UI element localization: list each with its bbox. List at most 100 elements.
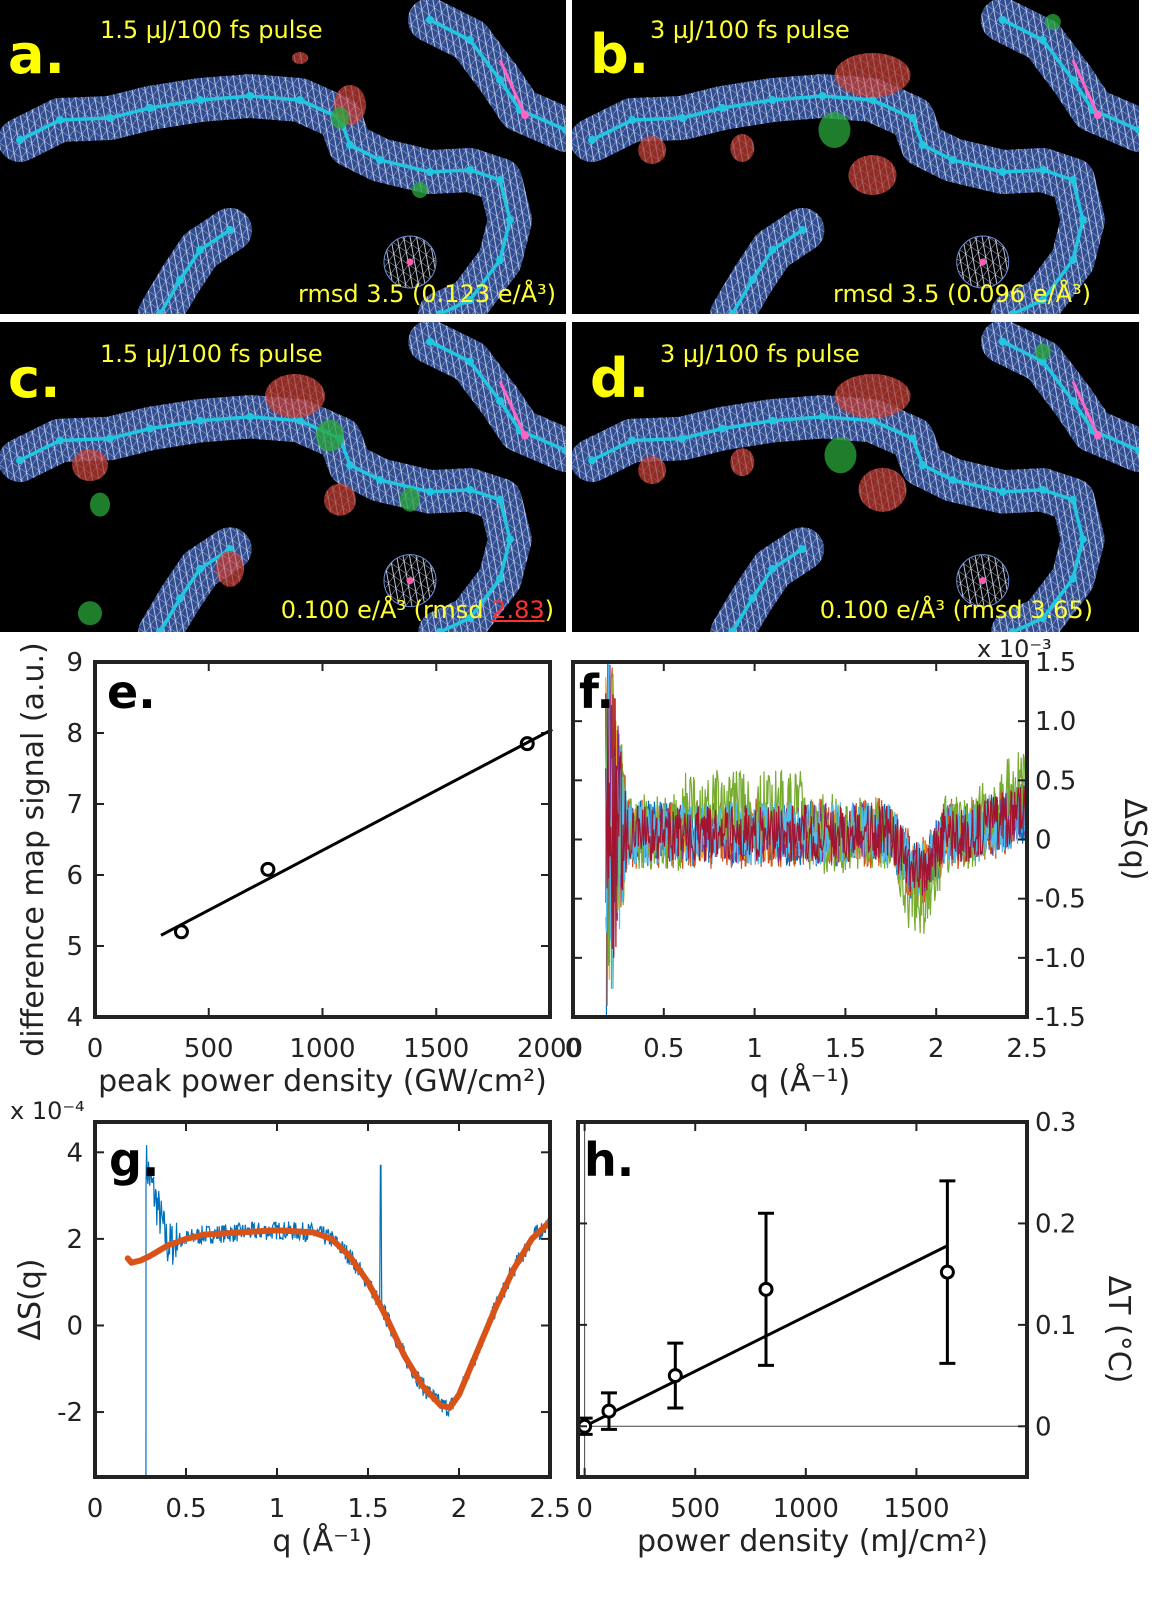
chart-e: 0 500 1000 1500 2000 4 5 6 7 8 9 e. peak power densi… [16, 642, 583, 1099]
x-tick-label: 0 [565, 1034, 582, 1064]
atom [998, 16, 1007, 24]
x-tick-label: 1500 [403, 1034, 469, 1064]
positive-density [412, 182, 428, 198]
negative-density-mesh [834, 53, 911, 97]
atom [1038, 296, 1047, 304]
y-axis-label: ΔS(q) [1117, 798, 1152, 880]
atom [246, 412, 254, 421]
x-axis-label: q (Å⁻¹) [272, 1523, 372, 1559]
atom [1135, 126, 1139, 134]
atom [226, 226, 234, 234]
atom [346, 461, 354, 470]
caption-text-end: ) [544, 596, 554, 624]
backbone-bond [730, 547, 804, 632]
atom [768, 96, 777, 104]
x-tick-label: 1.5 [825, 1034, 866, 1064]
atom [146, 104, 154, 112]
plot-frame [93, 1120, 552, 1479]
y-tick-label: 4 [66, 1003, 83, 1033]
map-panel-c: c. 1.5 µJ/100 fs pulse 0.100 e/Å³ (rmsd … [0, 322, 566, 632]
y-axis-label: difference map signal (a.u.) [16, 642, 51, 1056]
data-point [667, 1368, 683, 1384]
atom [908, 434, 917, 443]
x-tick-label: 2.5 [529, 1494, 570, 1524]
x-tick-label: 0.5 [643, 1034, 684, 1064]
data-point [601, 1403, 617, 1419]
y-tick-label: 9 [66, 648, 83, 678]
backbone-bond [158, 228, 231, 314]
atom [426, 487, 434, 496]
panel-letter: d. [590, 347, 650, 410]
positive-density [78, 601, 102, 626]
x-tick-label: 2000 [517, 1034, 583, 1064]
x-tick-label: 500 [184, 1034, 234, 1064]
atom [466, 36, 474, 44]
atom [948, 475, 957, 484]
panel-letter: g. [109, 1133, 159, 1187]
y-tick-label: 0.3 [1035, 1108, 1076, 1138]
y-tick-label: -1.0 [1035, 944, 1086, 974]
atom [798, 226, 807, 234]
series-group [124, 1145, 550, 1477]
positive-density [818, 112, 851, 148]
map-caption: 0.100 e/Å³ (rmsd 2.83) [281, 596, 554, 624]
atom [426, 16, 434, 24]
atom [818, 412, 827, 421]
water-atom [979, 577, 987, 585]
positive-density [1044, 14, 1061, 30]
atom [768, 564, 777, 573]
atom [376, 156, 384, 164]
atom [466, 614, 474, 623]
atom [678, 434, 687, 443]
y-tick-label: -1.5 [1035, 1003, 1086, 1033]
atom [496, 256, 504, 264]
side-chain-atom [1093, 431, 1102, 440]
atom [496, 396, 504, 405]
scale-label: x 10⁻⁴ [10, 1097, 85, 1125]
caption-red: 2.83 [491, 596, 545, 624]
atom [1068, 495, 1077, 504]
x-tick-label: 2 [451, 1494, 468, 1524]
x-axis-label: power density (mJ/cm²) [637, 1524, 988, 1559]
positive-density [1034, 343, 1051, 360]
atom [868, 416, 877, 425]
negative-density-mesh [216, 550, 244, 587]
atom [678, 114, 687, 122]
atom [728, 310, 737, 314]
x-tick-label: 1000 [773, 1494, 839, 1524]
difference-curve [605, 694, 1027, 958]
panel-letter: e. [107, 665, 156, 719]
atom [496, 495, 504, 504]
atom [466, 166, 474, 174]
atom [748, 276, 757, 284]
y-tick-label: 0 [1035, 826, 1052, 856]
y-axis-label: ΔT (°C) [1101, 1276, 1136, 1384]
side-chain-bond [498, 380, 527, 437]
atom [728, 628, 737, 632]
plot-frame [571, 660, 1029, 1019]
y-tick-label: 0.1 [1035, 1311, 1076, 1341]
side-chain-bond [1071, 380, 1100, 437]
atom [176, 276, 184, 284]
y-tick-label: 6 [66, 861, 83, 891]
x-tick-label: 2 [928, 1034, 945, 1064]
chart-g: 0 0.5 1 1.5 2 2.5 -2 0 2 4 g. x 10⁻⁴ q (Å⁻¹) ΔS(q) [10, 1097, 571, 1559]
atom [296, 416, 304, 425]
atom [156, 310, 164, 314]
atom [798, 545, 807, 554]
density-map-b [572, 0, 1139, 314]
x-axis-label: peak power density (GW/cm²) [98, 1064, 547, 1099]
map-caption: rmsd 3.5 (0.096 e/Å³) [833, 280, 1091, 308]
side-chain-bond [1071, 59, 1100, 116]
atom [106, 114, 114, 122]
fit-line [160, 728, 553, 937]
atom [466, 485, 474, 494]
positive-density [316, 419, 344, 452]
y-tick-label: 0.2 [1035, 1209, 1076, 1239]
y-tick-label: 0 [1035, 1412, 1052, 1442]
negative-density-mesh [292, 52, 308, 64]
y-tick-label: 0 [66, 1311, 83, 1341]
water-atom [406, 577, 414, 585]
side-chain-bond [498, 59, 527, 116]
atom [818, 92, 827, 100]
